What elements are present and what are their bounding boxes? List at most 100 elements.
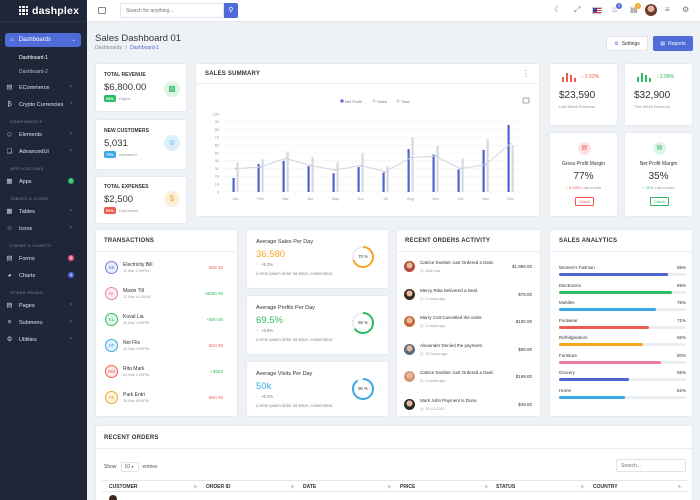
transaction-row[interactable]: KL Koval Lia 15 Mar 1:00PM +$40.00: [96, 312, 237, 334]
sidebar-item-dashboards[interactable]: ⌂ Dashboards ⌄: [5, 33, 81, 47]
bar-net-profit[interactable]: [482, 149, 485, 192]
fullscreen-icon[interactable]: ⤢: [574, 5, 581, 14]
sidebar-item-elements[interactable]: ◇ Elements ›: [0, 126, 87, 143]
sidebar-item-label: Pages: [19, 302, 35, 309]
column-header[interactable]: STATUS ⇅: [496, 484, 588, 490]
settings-button[interactable]: ⚙ Settings: [606, 36, 648, 51]
bar-sales[interactable]: [286, 151, 289, 192]
column-header[interactable]: PRICE ⇅: [400, 484, 492, 490]
order-activity-row[interactable]: Mercy Ritia Delivered a Deal. ◷ 2 hours ag…: [397, 286, 540, 306]
line-point: [284, 157, 287, 160]
sidebar-item-label: Dashboards: [18, 37, 51, 43]
x-tick-label: Sep: [432, 197, 439, 201]
ring-percent: 65 %: [358, 320, 368, 325]
order-activity-row[interactable]: Catrice Doshier Just Ordered a Deal. ◷ 2 h…: [397, 368, 540, 388]
sidebar-item-ecommerce[interactable]: ▤ ECommerce ›: [0, 79, 87, 96]
brand-logo[interactable]: dashplex: [0, 0, 87, 22]
search-button[interactable]: ⚲: [224, 3, 238, 18]
bar-sales[interactable]: [261, 159, 264, 192]
bar-net-profit[interactable]: [407, 149, 410, 192]
order-activity-text: Mark John Payment is Done.: [420, 397, 478, 403]
search-input[interactable]: [120, 3, 224, 18]
sidebar-item-apps[interactable]: ▦ Apps 7: [0, 173, 87, 190]
entries-select[interactable]: 10 ▾: [120, 462, 139, 472]
order-activity-row[interactable]: Mark John Payment is Done. ◷ 30-12-2021 $49…: [397, 396, 540, 416]
bar-net-profit[interactable]: [432, 154, 435, 192]
gear-icon[interactable]: ⚙: [682, 5, 690, 14]
table-search-input[interactable]: [616, 459, 686, 472]
menu-icon[interactable]: ≡: [665, 5, 670, 14]
recent-orders-title: RECENT ORDERS: [104, 435, 159, 441]
bar-sales[interactable]: [436, 145, 439, 192]
trend-value: ↑ 22%: [642, 185, 654, 190]
search-icon: ⚲: [228, 7, 234, 14]
order-activity-text: Mercy Ritia Delivered a Deal.: [420, 287, 479, 293]
sidebar-item-crypto[interactable]: ₿ Crypto Currencies ›: [0, 96, 87, 113]
line-point: [234, 167, 237, 170]
transaction-row[interactable]: NF Net Flix 20 Mar 4:00PM -$10.00: [96, 338, 237, 360]
bar-net-profit[interactable]: [232, 177, 235, 192]
column-label: CUSTOMER: [109, 484, 138, 490]
bar-sales[interactable]: [461, 158, 464, 192]
bar-net-profit[interactable]: [282, 160, 285, 192]
bar-net-profit[interactable]: [457, 169, 460, 192]
more-options-icon[interactable]: ⋮: [522, 69, 530, 78]
bar-sales[interactable]: [236, 162, 239, 192]
bar-sales[interactable]: [411, 137, 414, 192]
sidebar-item-pages[interactable]: ▤ Pages ›: [0, 297, 87, 314]
stat-card-customers: NEW CUSTOMERS 5,031 75% Increased ☺: [95, 119, 187, 170]
camera-icon[interactable]: [522, 97, 530, 104]
sidebar-item-utilities[interactable]: ⚙ Utilities ›: [0, 331, 87, 348]
sidebar-sub-dashboard-2[interactable]: Dashboard-2: [19, 69, 48, 75]
avatar[interactable]: [645, 4, 657, 16]
bell-icon[interactable]: ♨: [611, 5, 619, 14]
order-activity-row[interactable]: Alexander Denied the payment. ◷ 15 hours a…: [397, 341, 540, 361]
y-tick-label: 90: [215, 120, 219, 124]
transaction-row[interactable]: EB Electricity Bill 11 Mar 1:00PM -$15.32: [96, 260, 237, 282]
sidebar-item-label: ECommerce: [19, 84, 50, 91]
moon-icon[interactable]: ☾: [554, 5, 562, 14]
bar-sales[interactable]: [486, 138, 489, 192]
transaction-row[interactable]: PE Park Entri 26 Mar 6:00PM -$40.00: [96, 390, 237, 412]
sidebar-item-charts[interactable]: ◕ Charts 4: [0, 267, 87, 284]
sidebar-sub-dashboard-1[interactable]: Dashboard-1: [19, 55, 48, 61]
reports-button[interactable]: ▤ Reports: [653, 36, 693, 51]
cart-icon[interactable]: ▤: [630, 5, 638, 14]
sales-summary-card: SALES SUMMARY ⋮ Net Profit Sales Total 0 10 2…: [195, 63, 540, 217]
column-header[interactable]: COUNTRY ⇅: [593, 484, 685, 490]
bar-net-profit[interactable]: [307, 166, 310, 192]
column-header[interactable]: ORDER ID ⇅: [206, 484, 298, 490]
sidebar-item-advancedui[interactable]: ❏ AdvancedUI ›: [0, 143, 87, 160]
sidebar-item-submenu[interactable]: ≡ Submenu ›: [0, 314, 87, 331]
bar-net-profit[interactable]: [382, 172, 385, 193]
sidebar-item-tables[interactable]: ▦ Tables ›: [0, 203, 87, 220]
bar-net-profit[interactable]: [357, 167, 360, 192]
table-row[interactable]: [102, 493, 688, 500]
bar-sales[interactable]: [336, 162, 339, 192]
column-header[interactable]: CUSTOMER ⇅: [109, 484, 201, 490]
check-button[interactable]: Check: [575, 197, 594, 206]
order-activity-row[interactable]: Catrice Doshier Just Ordered a Deal. ◷ Jus…: [397, 258, 540, 278]
breadcrumb-root[interactable]: Dashboards: [95, 45, 122, 51]
bar-sales[interactable]: [361, 153, 364, 192]
sidebar-toggle-icon[interactable]: [98, 7, 106, 14]
sidebar-item-icons[interactable]: ☆ Icons ›: [0, 220, 87, 237]
flag-icon[interactable]: [592, 7, 602, 14]
x-tick-label: Jul: [383, 197, 388, 201]
progress-fill: [559, 325, 650, 329]
chevron-down-icon: ▾: [131, 464, 134, 469]
sidebar-item-forms[interactable]: ▤ Forms 8: [0, 250, 87, 267]
order-activity-row[interactable]: Marry Cott Cancelled the order. ◷ 2 hours …: [397, 313, 540, 333]
order-amount: $99.00: [518, 346, 532, 352]
bar-sales[interactable]: [311, 156, 314, 192]
bar-net-profit[interactable]: [507, 124, 510, 192]
bar-net-profit[interactable]: [332, 173, 335, 192]
transaction-row[interactable]: RM Rita Mark 24 Mar 1:00PM +$323: [96, 364, 237, 386]
average-title: Average Sales Per Day: [256, 239, 314, 245]
bar-sales[interactable]: [511, 145, 514, 192]
transaction-row[interactable]: ML Maxin Till 12 Mar 11:30AM +$500.00: [96, 286, 237, 308]
bar-sales[interactable]: [386, 166, 389, 192]
bar-net-profit[interactable]: [257, 163, 260, 192]
column-header[interactable]: DATE ⇅: [303, 484, 395, 490]
check-button[interactable]: Check: [650, 197, 669, 206]
